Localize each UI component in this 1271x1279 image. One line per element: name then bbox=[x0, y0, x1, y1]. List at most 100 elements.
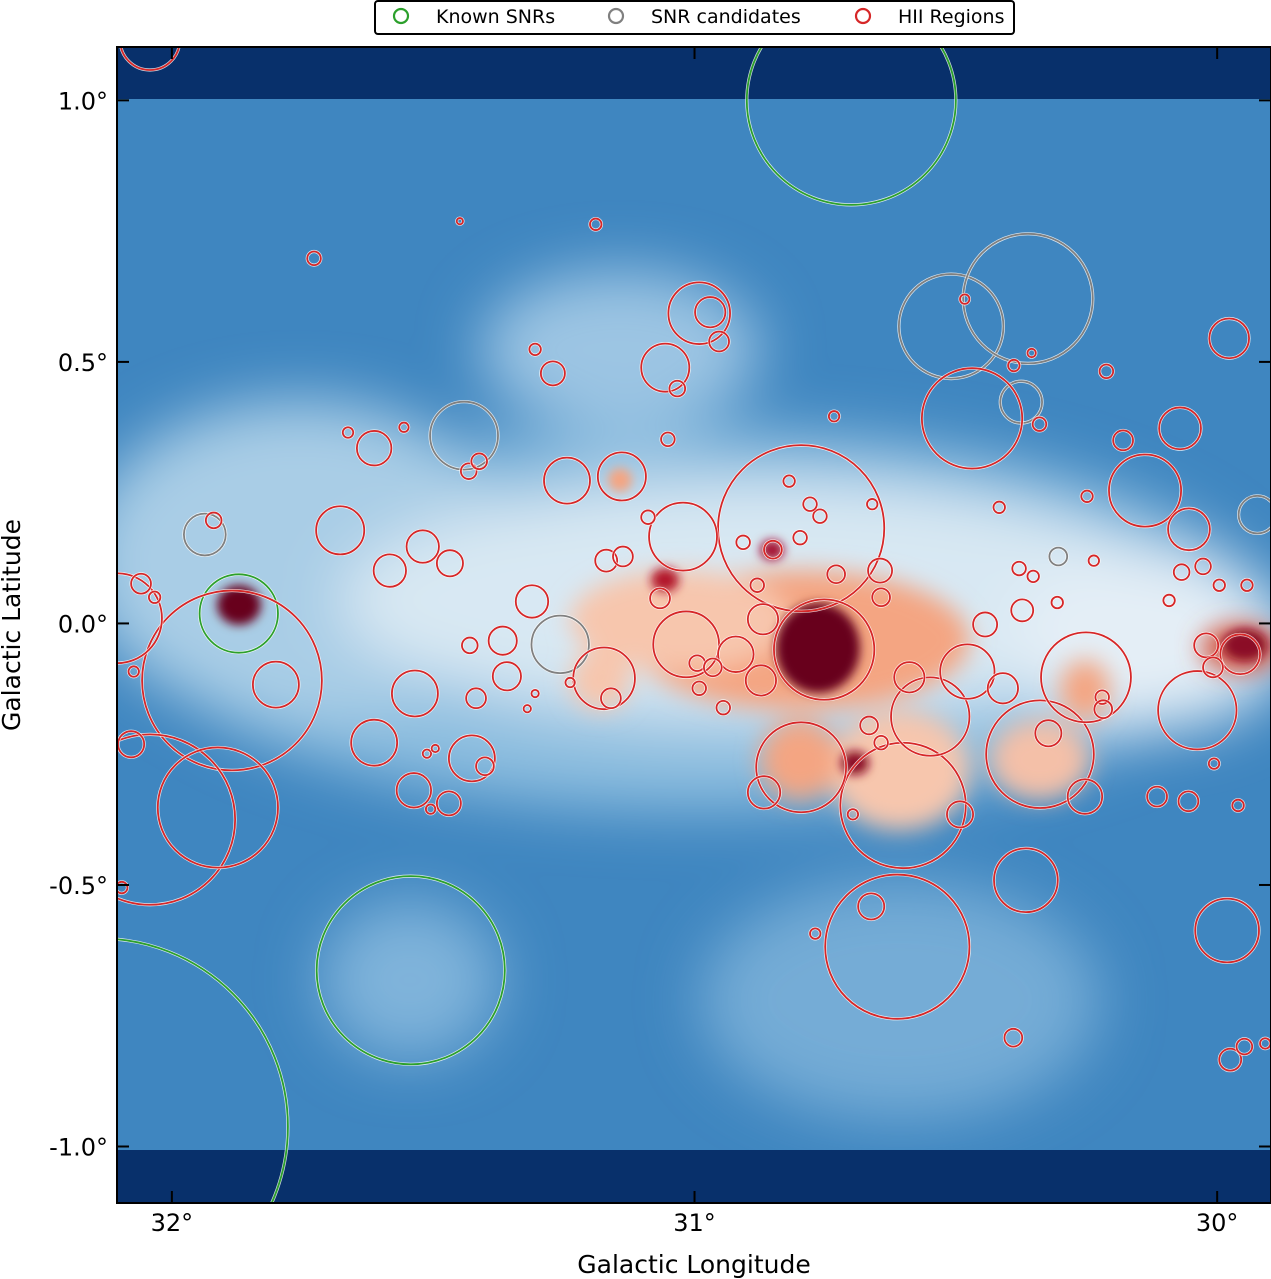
hii-region-circle bbox=[204, 511, 223, 530]
hii-region-circle bbox=[341, 426, 355, 439]
hii-region-circle bbox=[1112, 429, 1134, 452]
legend-snr-candidates: SNR candidates bbox=[651, 6, 801, 28]
hii-region-circle bbox=[985, 699, 1095, 809]
hii-region-circle bbox=[946, 800, 974, 829]
hii-region-circle bbox=[717, 635, 755, 673]
hii-region-circle bbox=[703, 657, 723, 678]
hii-region-circle bbox=[430, 743, 440, 754]
y-tick-label: 0.0° bbox=[58, 610, 108, 638]
known-snr-circle bbox=[315, 875, 506, 1066]
hii-region-circle bbox=[398, 421, 410, 433]
hii-region-circle bbox=[873, 734, 889, 751]
hii-region-circle bbox=[1193, 632, 1220, 659]
hii-region-circle bbox=[802, 496, 818, 512]
hii-region-circle bbox=[460, 462, 478, 480]
hii-region-circle bbox=[156, 746, 279, 869]
hii-region-circle bbox=[405, 529, 440, 564]
hii-region-circle bbox=[1162, 593, 1176, 608]
hii-region-circle bbox=[866, 498, 879, 511]
hii-region-circle bbox=[826, 564, 846, 585]
y-tick-label: -1.0° bbox=[49, 1134, 108, 1162]
known-snr-circle bbox=[745, 47, 957, 206]
hii-region-circle bbox=[744, 664, 777, 697]
known-snr-circle bbox=[117, 938, 289, 1203]
hii-region-circle bbox=[717, 444, 886, 613]
hii-region-circle bbox=[763, 539, 783, 560]
hii-region-circle bbox=[691, 680, 707, 696]
y-tick-label: 1.0° bbox=[58, 87, 108, 115]
hii-region-circle bbox=[435, 549, 464, 578]
hii-region-circle bbox=[867, 557, 893, 584]
hii-region-circle bbox=[1194, 897, 1260, 964]
hii-region-circle bbox=[487, 625, 518, 656]
hii-region-circle bbox=[461, 636, 479, 655]
hii-region-circle bbox=[939, 643, 996, 700]
hii-region-circle bbox=[589, 217, 603, 231]
hii-region-circle bbox=[660, 431, 676, 448]
legend-known-snrs: Known SNRs bbox=[436, 6, 555, 28]
y-axis-title: Galactic Latitude bbox=[0, 519, 26, 731]
snr-candidate-circle bbox=[1237, 494, 1271, 535]
hii-region-circle bbox=[1003, 1027, 1024, 1048]
hii-region-circle bbox=[127, 665, 140, 678]
hii-region-circle bbox=[1157, 670, 1238, 751]
hii-region-circle bbox=[1240, 578, 1254, 592]
hii-region-circle bbox=[120, 47, 180, 71]
hii-region-circle bbox=[470, 452, 488, 471]
hii-region-circle bbox=[1108, 453, 1183, 528]
hii-region-circle bbox=[1172, 563, 1191, 581]
hii-region-circle bbox=[746, 775, 782, 810]
hii-region-circle bbox=[809, 927, 822, 940]
hii-region-circle bbox=[993, 847, 1059, 914]
hii-region-circle bbox=[640, 342, 691, 393]
hii-region-circle bbox=[395, 772, 433, 809]
hii-region-circle bbox=[355, 430, 393, 467]
hii-region-circle bbox=[117, 730, 146, 759]
hii-region-circle bbox=[543, 456, 591, 505]
hii-region-circle bbox=[600, 687, 622, 710]
hii-region-circle bbox=[530, 688, 540, 699]
x-tick-label: 32° bbox=[151, 1209, 194, 1237]
legend-hii-marker bbox=[854, 7, 872, 25]
hii-region-circle bbox=[117, 880, 129, 895]
hii-region-circle bbox=[141, 589, 323, 772]
hii-region-circle bbox=[1231, 798, 1245, 813]
hii-region-circle bbox=[782, 474, 796, 488]
hii-region-circle bbox=[893, 661, 926, 694]
y-tick-label: -0.5° bbox=[49, 872, 108, 900]
hii-region-circle bbox=[1177, 790, 1200, 813]
hii-region-circle bbox=[424, 803, 437, 815]
hii-region-circle bbox=[465, 687, 487, 710]
hii-region-circle bbox=[491, 661, 522, 692]
legend-hii-regions: HII Regions bbox=[898, 6, 1004, 28]
hii-region-circle bbox=[1094, 689, 1110, 705]
snr-candidate-circle bbox=[530, 614, 590, 674]
hii-region-circle bbox=[372, 553, 407, 588]
hii-region-circle bbox=[514, 584, 550, 619]
hii-region-circle bbox=[992, 500, 1006, 514]
x-tick-label: 31° bbox=[673, 1209, 716, 1237]
hii-region-circle bbox=[668, 379, 687, 398]
hii-region-circle bbox=[130, 572, 152, 595]
hii-region-circle bbox=[612, 545, 634, 568]
hii-region-circle bbox=[812, 508, 828, 524]
hii-region-circle bbox=[306, 250, 322, 267]
hii-region-circle bbox=[1093, 699, 1114, 720]
snr-candidate-circle bbox=[429, 400, 499, 471]
hii-region-circle bbox=[749, 577, 765, 593]
hii-region-circle bbox=[1010, 598, 1035, 623]
hii-region-circle bbox=[649, 587, 671, 610]
hii-region-circle bbox=[1087, 554, 1100, 567]
hii-region-circle bbox=[1158, 406, 1202, 451]
hii-region-circle bbox=[1235, 1037, 1254, 1056]
emission-map bbox=[117, 47, 1271, 1203]
hii-region-circle bbox=[972, 611, 999, 638]
legend-box bbox=[374, 0, 1015, 35]
hii-region-circle bbox=[735, 534, 751, 551]
hii-region-circle bbox=[117, 572, 163, 665]
hii-region-circle bbox=[251, 660, 300, 709]
hii-region-circle bbox=[522, 704, 532, 714]
hii-region-circle bbox=[1066, 778, 1104, 815]
